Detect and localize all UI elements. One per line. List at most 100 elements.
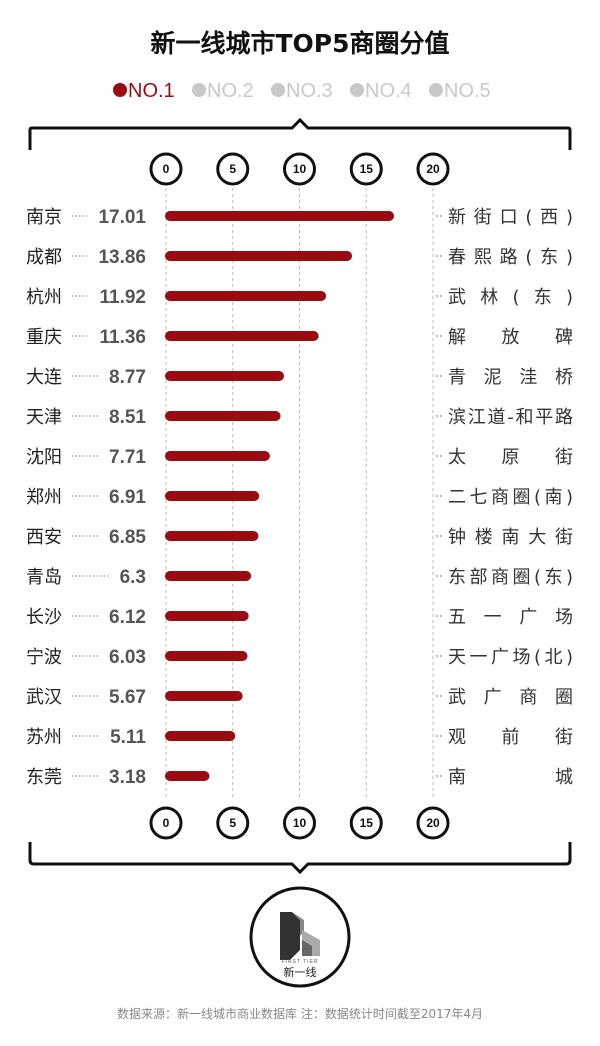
- tick-5: 5: [216, 152, 250, 186]
- tick-0: 0: [149, 152, 183, 186]
- district-label: 新街口(西): [448, 207, 573, 228]
- city-label: 南京: [26, 207, 62, 228]
- legend-item-3: NO.3: [271, 80, 333, 102]
- value-label: 3.18: [109, 767, 146, 788]
- district-label: 南城: [448, 767, 573, 788]
- tick-circle: [283, 806, 316, 840]
- legend: NO.1 NO.2 NO.3 NO.4 NO.5: [113, 80, 491, 102]
- legend-item-4: NO.4: [350, 80, 412, 102]
- bar-row: 天津 8.51 滨江道-和平路: [26, 407, 573, 428]
- tick-label: 0: [163, 816, 170, 830]
- city-label: 郑州: [26, 487, 62, 508]
- value-label: 13.86: [98, 247, 146, 268]
- logo-subtext: FIRST TIER: [281, 959, 318, 965]
- bar-row: 成都 13.86 春熙路(东): [26, 247, 573, 268]
- district-label: 解放碑: [448, 327, 573, 348]
- tick-circle: [349, 806, 383, 840]
- bar-row: 南京 17.01 新街口(西): [26, 207, 573, 228]
- city-label: 青岛: [26, 567, 62, 588]
- tick-label: 5: [229, 162, 236, 176]
- tick-10: 10: [283, 806, 316, 840]
- district-label: 五一广场: [448, 607, 573, 628]
- tick-label: 10: [293, 162, 307, 176]
- legend-item-2: NO.2: [192, 80, 254, 102]
- tick-20: 20: [416, 806, 450, 840]
- city-label: 宁波: [26, 647, 62, 668]
- legend-label: NO.4: [365, 80, 412, 102]
- value-label: 11.36: [100, 327, 147, 348]
- district-label: 春熙路(东): [448, 247, 573, 268]
- legend-label: NO.1: [128, 80, 175, 102]
- legend-label: NO.5: [444, 80, 491, 102]
- district-label: 观前街: [448, 727, 573, 748]
- city-label: 长沙: [26, 607, 62, 628]
- district-label: 东部商圈(东): [448, 567, 573, 588]
- tick-5: 5: [216, 806, 250, 840]
- tick-label: 15: [360, 816, 374, 830]
- district-label: 滨江道-和平路: [448, 407, 573, 428]
- value-label: 5.11: [110, 727, 146, 748]
- top-bracket: [28, 117, 572, 150]
- value-label: 6.91: [109, 487, 146, 508]
- legend-label: NO.3: [286, 80, 333, 102]
- city-label: 东莞: [26, 767, 62, 788]
- value-label: 5.67: [109, 687, 146, 708]
- top-axis: 0 5 10 15 20: [149, 152, 450, 186]
- tick-circle: [216, 806, 250, 840]
- city-label: 沈阳: [26, 447, 62, 468]
- bar-row: 西安 6.85 钟楼南大街: [26, 527, 573, 548]
- district-label: 二七商圈(南): [448, 487, 573, 508]
- legend-item-5: NO.5: [429, 80, 491, 102]
- legend-dot: [271, 83, 285, 97]
- tick-circle: [149, 152, 183, 186]
- city-label: 成都: [26, 247, 62, 268]
- city-label: 重庆: [26, 327, 62, 348]
- tick-10: 10: [283, 152, 316, 186]
- tick-label: 5: [229, 816, 236, 830]
- district-label: 钟楼南大街: [448, 527, 573, 548]
- city-label: 武汉: [26, 687, 62, 708]
- value-label: 11.92: [100, 287, 147, 308]
- footer-note: 数据来源：新一线城市商业数据库 注：数据统计时间截至2017年4月: [117, 1006, 483, 1021]
- city-label: 苏州: [26, 727, 62, 748]
- bars: 南京 17.01 新街口(西) 成都 13.86 春熙路(东) 杭州 11.92 武林(东) 重庆…: [26, 207, 573, 788]
- legend-label: NO.2: [207, 80, 254, 102]
- legend-dot: [113, 83, 127, 97]
- tick-label: 20: [426, 162, 440, 176]
- tick-circle: [349, 152, 383, 186]
- value-label: 7.71: [109, 447, 146, 468]
- tick-15: 15: [349, 152, 383, 186]
- district-label: 武林(东): [448, 287, 573, 308]
- brand-logo: FIRST TIER 新一线: [249, 886, 351, 988]
- value-label: 6.12: [109, 607, 146, 628]
- tick-0: 0: [149, 806, 183, 840]
- district-label: 天一广场(北): [448, 647, 573, 668]
- bottom-axis: 0 5 10 15 20: [149, 806, 450, 840]
- district-label: 青泥洼桥: [448, 367, 573, 388]
- city-label: 大连: [26, 367, 62, 388]
- legend-dot: [429, 83, 443, 97]
- tick-label: 10: [293, 816, 307, 830]
- tick-label: 15: [360, 162, 374, 176]
- tick-15: 15: [349, 806, 383, 840]
- legend-dot: [350, 83, 364, 97]
- tick-circle: [416, 152, 450, 186]
- value-label: 17.01: [98, 207, 146, 228]
- district-label: 太原街: [448, 447, 573, 468]
- value-label: 6.03: [109, 647, 146, 668]
- bottom-bracket: [28, 842, 572, 875]
- tick-20: 20: [416, 152, 450, 186]
- tick-circle: [416, 806, 450, 840]
- tick-circle: [216, 152, 250, 186]
- legend-dot: [192, 83, 206, 97]
- chart-title: 新一线城市TOP5商圈分值: [150, 29, 449, 58]
- value-label: 6.85: [109, 527, 146, 548]
- city-label: 杭州: [26, 287, 62, 308]
- legend-item-1: NO.1: [113, 80, 175, 102]
- district-label: 武广商圈: [448, 687, 573, 708]
- tick-circle: [283, 152, 316, 186]
- tick-label: 0: [163, 162, 170, 176]
- city-label: 西安: [26, 527, 62, 548]
- value-label: 8.51: [109, 407, 146, 428]
